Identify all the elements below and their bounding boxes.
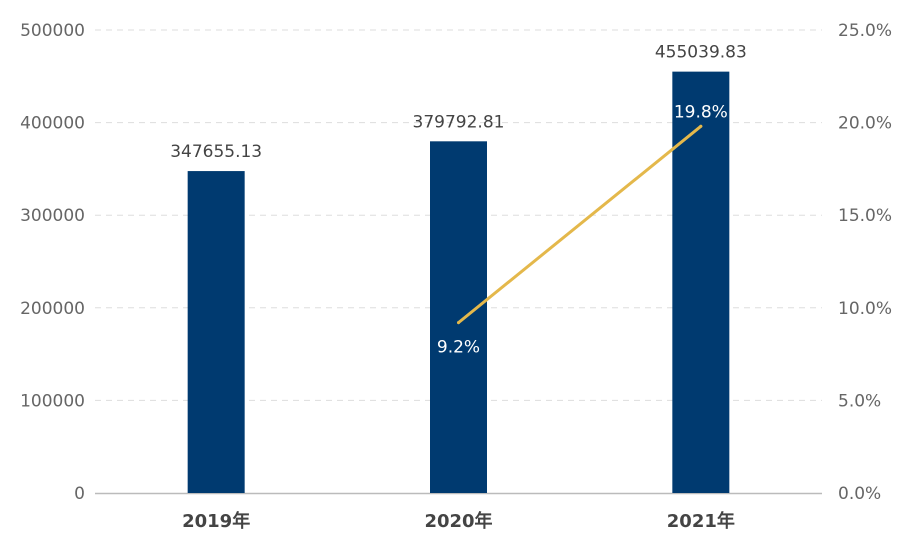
bar-value-labels: 347655.13 379792.81 455039.83 xyxy=(170,43,747,162)
bar-value-label: 455039.83 xyxy=(655,43,747,63)
bar-value-label: 347655.13 xyxy=(170,142,262,162)
bar xyxy=(187,171,245,493)
growth-line xyxy=(457,124,703,325)
right-tick-label: 25.0% xyxy=(838,21,892,41)
bar-value-label: 379792.81 xyxy=(413,112,505,132)
bar xyxy=(430,141,487,493)
line-value-label: 9.2% xyxy=(437,338,480,358)
left-tick-label: 500000 xyxy=(20,21,85,41)
category-label: 2019年 xyxy=(182,510,250,532)
right-axis-ticks: 0.0% 5.0% 10.0% 15.0% 20.0% 25.0% xyxy=(838,21,892,504)
left-tick-label: 200000 xyxy=(20,299,85,319)
left-tick-label: 0 xyxy=(74,484,85,504)
right-tick-label: 20.0% xyxy=(838,114,892,134)
left-axis-ticks: 0 100000 200000 300000 400000 500000 xyxy=(20,21,85,504)
right-tick-label: 15.0% xyxy=(838,206,892,226)
right-tick-label: 5.0% xyxy=(838,391,881,411)
left-tick-label: 100000 xyxy=(20,391,85,411)
line-value-label: 19.8% xyxy=(674,102,728,122)
x-axis-categories: 2019年 2020年 2021年 xyxy=(182,510,735,532)
left-tick-label: 400000 xyxy=(20,114,85,134)
category-label: 2020年 xyxy=(424,510,492,532)
line-value-labels: 9.2% 19.8% xyxy=(437,102,728,357)
right-tick-label: 10.0% xyxy=(838,299,892,319)
line-point xyxy=(699,124,703,128)
line-segment xyxy=(457,124,703,325)
line-point xyxy=(457,321,460,325)
bars xyxy=(187,71,730,493)
right-tick-label: 0.0% xyxy=(838,484,881,504)
left-tick-label: 300000 xyxy=(20,206,85,226)
bar xyxy=(672,71,730,493)
category-label: 2021年 xyxy=(667,510,735,532)
